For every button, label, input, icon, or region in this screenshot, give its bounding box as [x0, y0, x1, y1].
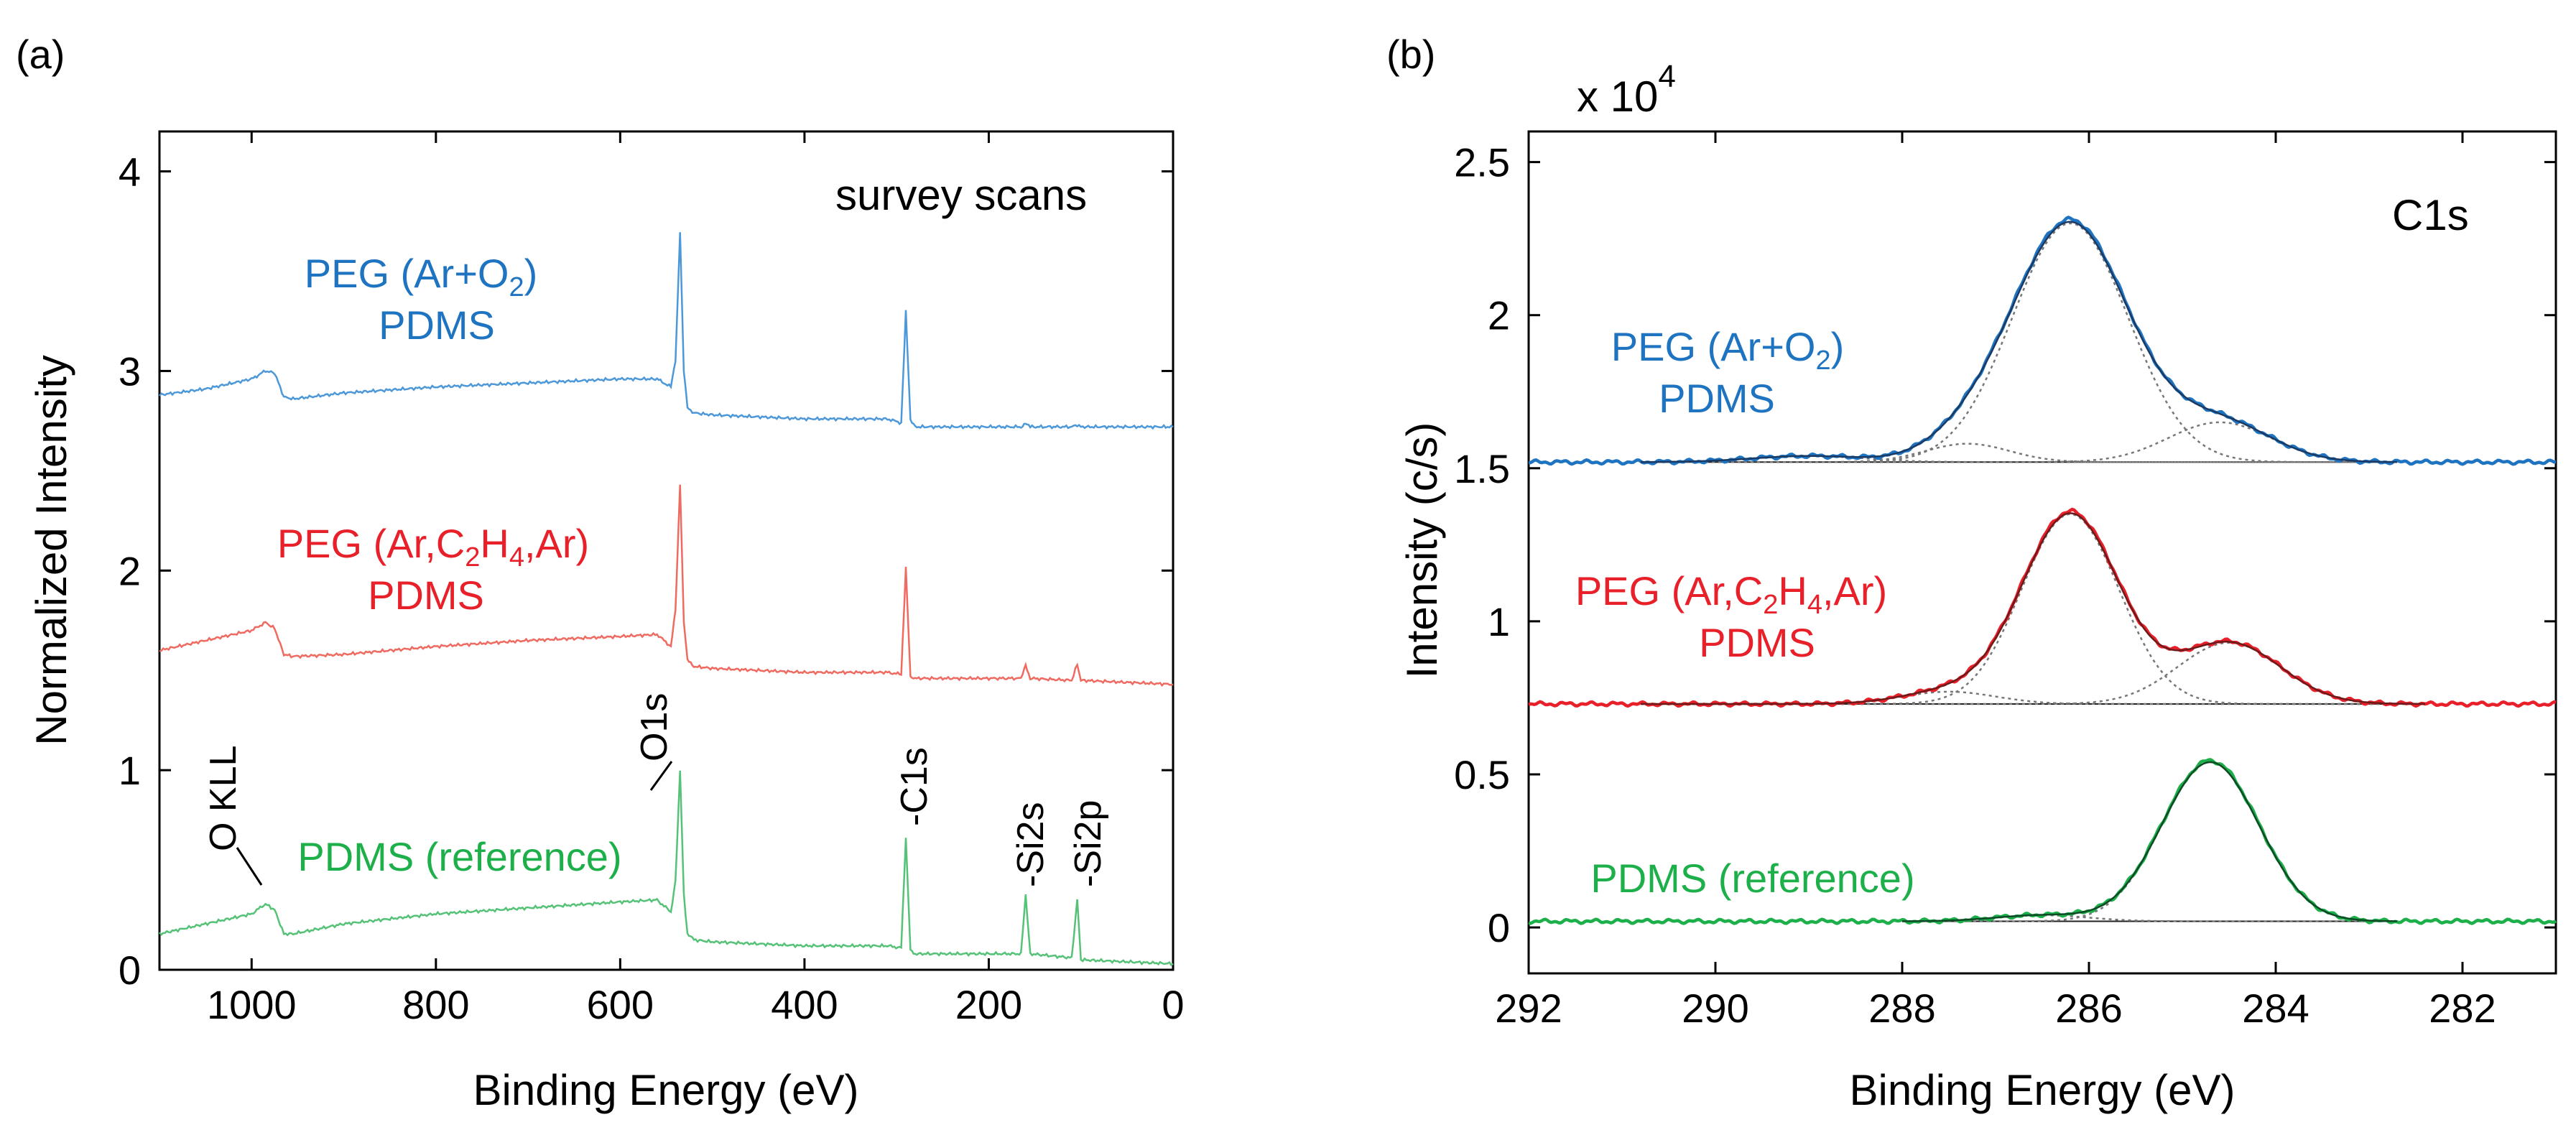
- c1s-peg-ar-o2-fit-envelope: [1641, 221, 2397, 463]
- panel-b-y-tick-label: 1.5: [1454, 446, 1510, 491]
- panel-a-tick-labels: 1000 800 600 400 200 0 0 1 2 3 4: [119, 149, 1185, 1027]
- panel-a-x-tick-label: 400: [771, 982, 838, 1027]
- o-kll-leader: [236, 847, 263, 886]
- annotation-c1s: -C1s: [894, 747, 935, 826]
- panel-a-y-axis-label: Normalized Intensity: [27, 355, 75, 746]
- panel-b-x-tick-label: 288: [1868, 986, 1935, 1031]
- panel-a-y-tick-label: 0: [119, 948, 141, 993]
- panel-b-x-axis-label: Binding Energy (eV): [1850, 1066, 2236, 1114]
- panel-b-y-tick-label: 0: [1488, 905, 1510, 950]
- legend-a-peg-c2h4-line1: PEG (Ar,C2H4,Ar): [277, 521, 589, 573]
- c1s-pdms-reference-fit-envelope: [1901, 761, 2397, 922]
- panel-b-y-multiplier: x 104: [1577, 59, 1676, 121]
- panel-b-y-axis-label: Intensity (c/s): [1398, 422, 1446, 679]
- legend-a-peg-ar-o2-line1: PEG (Ar+O2): [305, 251, 538, 302]
- annotation-o-kll: O KLL: [203, 746, 244, 851]
- panel-b-y-tick-label: 2: [1488, 293, 1510, 338]
- annotation-si2p: -Si2p: [1067, 800, 1109, 887]
- panel-b-x-tick-label: 284: [2242, 986, 2309, 1031]
- panel-b-x-tick-label: 286: [2055, 986, 2122, 1031]
- c1s-pdms-reference-data-line: [1528, 758, 2557, 925]
- panel-a-series: [159, 232, 1174, 967]
- survey-line-peg-c2h4: [159, 484, 1174, 687]
- c1s-pdms-reference-component: [1901, 914, 2397, 922]
- panel-a-ticks: [159, 131, 1175, 971]
- panel-a-x-tick-label: 600: [587, 982, 654, 1027]
- annotation-o1s: O1s: [634, 693, 675, 761]
- legend-b-peg-c2h4-line1: PEG (Ar,C2H4,Ar): [1575, 568, 1887, 620]
- panel-b-x-tick-label: 292: [1495, 986, 1562, 1031]
- panel-b-x-tick-label: 282: [2429, 986, 2496, 1031]
- panel-a-x-tick-label: 1000: [207, 982, 297, 1027]
- panel-a-y-tick-label: 3: [119, 348, 141, 394]
- panel-b-label: (b): [1386, 32, 1435, 77]
- panel-b-y-tick-label: 0.5: [1454, 752, 1510, 797]
- c1s-peg-c2h4-fit-envelope: [1641, 512, 2425, 705]
- survey-line-pdms-reference: [159, 770, 1174, 967]
- panel-a-title: survey scans: [835, 171, 1087, 219]
- c1s-peg-ar-o2-component: [1641, 443, 2397, 463]
- panel-b-y-tick-label: 1: [1488, 599, 1510, 644]
- legend-a-pdms-reference: PDMS (reference): [297, 834, 621, 879]
- legend-b-pdms-reference: PDMS (reference): [1590, 856, 1914, 901]
- panel-a-x-tick-label: 0: [1162, 982, 1184, 1027]
- c1s-peg-ar-o2-group: [1528, 216, 2556, 466]
- survey-line-peg-ar-o2: [159, 232, 1174, 430]
- legend-a-peg-c2h4-line2: PDMS: [368, 573, 484, 618]
- panel-a-x-axis-label: Binding Energy (eV): [473, 1066, 859, 1114]
- legend-b-peg-ar-o2-line1: PEG (Ar+O2): [1611, 324, 1845, 376]
- panel-a-x-tick-label: 800: [402, 982, 469, 1027]
- panel-a-y-tick-label: 1: [119, 748, 141, 793]
- panel-a-y-tick-label: 4: [119, 149, 141, 195]
- panel-b-y-tick-label: 2.5: [1454, 140, 1510, 185]
- c1s-peg-c2h4-component: [1641, 690, 2425, 705]
- panel-b-title: C1s: [2392, 191, 2469, 239]
- panel-a-y-tick-label: 2: [119, 548, 141, 593]
- legend-b-peg-c2h4-line2: PDMS: [1699, 620, 1815, 665]
- legend-a-peg-ar-o2-line2: PDMS: [379, 302, 495, 348]
- annotation-si2s: -Si2s: [1010, 802, 1052, 887]
- panel-b-ticks: [1527, 131, 2556, 973]
- panel-b-tick-labels: 292 290 288 286 284 282 0 0.5 1 1.5 2 2.5: [1454, 140, 2496, 1031]
- c1s-pdms-reference-group: [1528, 758, 2557, 925]
- panel-b-x-tick-label: 290: [1682, 986, 1748, 1031]
- c1s-peg-c2h4-group: [1528, 507, 2557, 708]
- panel-a-label: (a): [16, 32, 65, 77]
- panel-a-frame: [158, 130, 1175, 971]
- legend-b-peg-ar-o2-line2: PDMS: [1659, 376, 1775, 421]
- panel-b-frame: [1527, 130, 2557, 975]
- panel-b-series: [1528, 216, 2557, 925]
- c1s-pdms-reference-component: [1902, 761, 2397, 922]
- o1s-leader: [649, 761, 673, 791]
- panel-a-x-tick-label: 200: [955, 982, 1022, 1027]
- panel-b: (b) x 104 292 290 288 286 284 282 0 0.5 1 1.5 2 2.5…: [1386, 32, 2557, 1114]
